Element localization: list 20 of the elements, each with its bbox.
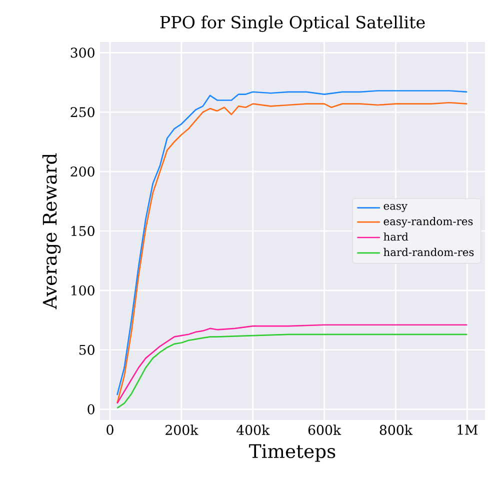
legend-label: easy-random-res [384, 217, 473, 228]
y-tick-label: 300 [70, 48, 94, 58]
y-tick-label: 200 [70, 166, 94, 177]
x-tick-label: 1M [458, 424, 478, 435]
y-tick-label: 250 [70, 107, 94, 118]
legend-label: hard [384, 232, 408, 241]
x-tick-label: 400k [236, 424, 270, 436]
x-tick-label: 200k [166, 424, 198, 436]
y-axis-title: Average Reward [42, 153, 61, 310]
chart-title: PPO for Single Optical Satellite [160, 16, 425, 32]
legend-label: hard-random-res [384, 248, 474, 256]
x-tick-label: 800k [380, 424, 413, 436]
x-tick-label: 0 [106, 424, 114, 435]
y-tick-label: 150 [71, 226, 94, 236]
legend-label: easy [384, 204, 408, 212]
x-tick-label: 600k [308, 424, 342, 436]
y-tick-label: 0 [88, 404, 94, 414]
x-axis-title: Timeteps [249, 444, 336, 462]
y-tick-label: 50 [79, 344, 94, 355]
y-tick-label: 100 [71, 285, 94, 296]
